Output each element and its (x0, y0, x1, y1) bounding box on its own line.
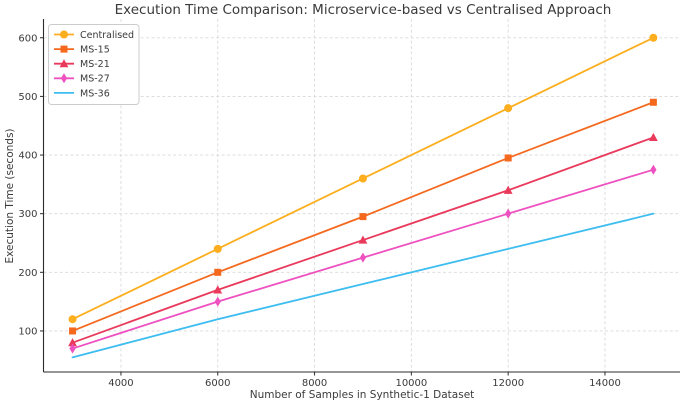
legend-label: MS-27 (80, 74, 110, 85)
x-tick-label-10000: 10000 (395, 378, 427, 389)
legend-label: MS-15 (80, 45, 110, 56)
x-tick-label-8000: 8000 (302, 378, 327, 389)
legend-item-MS-21: MS-21 (54, 59, 110, 70)
x-tick-label-4000: 4000 (108, 378, 133, 389)
data-point-Centralised-3000 (68, 315, 77, 324)
x-axis-label: Number of Samples in Synthetic-1 Dataset (250, 389, 475, 401)
data-point-MS-21-12000 (503, 185, 513, 194)
series-Centralised (68, 33, 658, 324)
data-point-MS-27-3000 (69, 343, 76, 354)
chart-title: Execution Time Comparison: Microservice-… (115, 2, 612, 18)
legend-label: Centralised (80, 30, 134, 41)
data-point-Centralised-9000 (358, 174, 367, 183)
data-point-Centralised-15000 (649, 33, 658, 42)
legend-label: MS-21 (80, 59, 110, 70)
data-point-Centralised-6000 (213, 244, 222, 253)
data-point-Centralised-12000 (504, 104, 513, 113)
legend-marker-triangle (59, 59, 69, 68)
y-tick-label-400: 400 (18, 151, 37, 162)
legend-box (48, 24, 140, 105)
legend-marker-square (60, 45, 68, 53)
data-point-MS-15-3000 (69, 327, 77, 335)
data-point-MS-15-12000 (504, 154, 512, 162)
series-line-MS-36 (71, 212, 655, 359)
data-point-MS-27-12000 (505, 208, 512, 219)
x-tick-label-14000: 14000 (589, 378, 621, 389)
x-tick-label-6000: 6000 (205, 378, 230, 389)
series-MS-27 (69, 164, 657, 354)
series-layer (68, 33, 658, 359)
data-point-MS-27-15000 (650, 164, 657, 175)
data-point-MS-27-9000 (359, 252, 367, 263)
legend-marker-circle (60, 30, 68, 39)
data-point-MS-15-15000 (649, 98, 657, 106)
x-tick-label-12000: 12000 (492, 378, 524, 389)
data-point-MS-27-6000 (214, 296, 221, 307)
data-point-MS-21-6000 (213, 285, 223, 294)
y-axis-label: Execution Time (seconds) (4, 128, 16, 263)
axes-layer: 4000 6000 8000 10000 12000 14000 100 200 300 400 5… (18, 19, 680, 389)
legend-item-MS-36: MS-36 (54, 88, 110, 99)
data-point-MS-21-9000 (358, 235, 368, 244)
series-MS-36 (71, 212, 655, 359)
y-tick-label-600: 600 (18, 33, 37, 44)
data-point-MS-21-15000 (648, 132, 658, 142)
y-tick-label-200: 200 (18, 268, 37, 279)
legend-marker-diamond (60, 73, 68, 84)
data-point-MS-21-3000 (68, 338, 77, 347)
legend-item-Centralised: Centralised (54, 30, 134, 41)
y-tick-label-100: 100 (18, 326, 37, 337)
legend-item-MS-27: MS-27 (54, 73, 110, 85)
series-MS-21 (68, 132, 658, 347)
legend-label: MS-36 (80, 88, 110, 99)
grid-layer (43, 19, 680, 372)
legend-item-MS-15: MS-15 (54, 45, 110, 56)
data-point-MS-15-9000 (359, 213, 367, 221)
y-tick-label-500: 500 (18, 92, 37, 103)
series-MS-15 (69, 98, 657, 335)
data-point-MS-15-6000 (214, 268, 222, 276)
legend: Centralised MS-15 MS-21 MS-27 MS-36 (48, 24, 140, 105)
y-tick-label-300: 300 (18, 209, 37, 220)
